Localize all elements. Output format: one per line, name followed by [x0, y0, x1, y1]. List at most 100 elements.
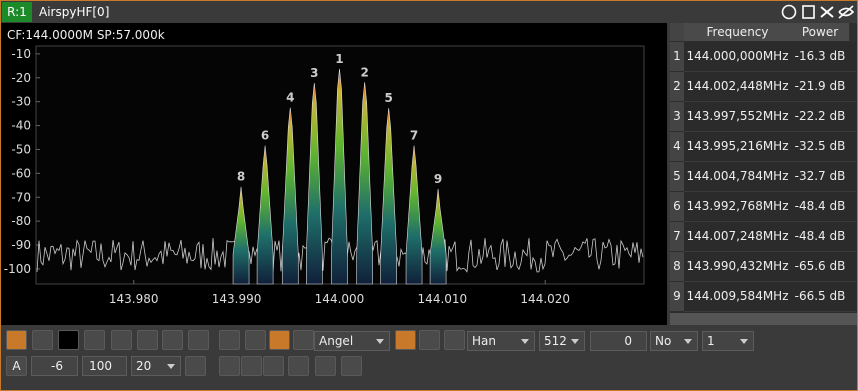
tool-button[interactable]	[188, 330, 209, 350]
tool-button[interactable]	[84, 330, 105, 350]
tool-button[interactable]	[341, 356, 362, 376]
avg-combo[interactable]: No	[650, 331, 698, 351]
spectrum-info: CF:144.0000M SP:57.000k	[7, 28, 165, 42]
peak-label: 9	[434, 172, 442, 186]
range-spin[interactable]: 100	[82, 356, 127, 376]
table-cell: -22.2 dB	[794, 109, 846, 123]
y-tick-label: -80	[11, 214, 31, 228]
table-cell: 143.992,768MHz	[686, 199, 789, 213]
scrollbar[interactable]	[670, 313, 857, 325]
tool-button[interactable]	[395, 330, 416, 350]
peak-label: 7	[410, 129, 418, 143]
row-bg	[684, 102, 856, 132]
tool-button[interactable]	[293, 330, 314, 350]
row-index[interactable]: 1	[670, 42, 684, 71]
tool-button[interactable]	[185, 356, 206, 376]
x-tick-label: 144.000	[315, 292, 365, 306]
row-bg	[684, 132, 856, 162]
tool-button[interactable]	[241, 356, 262, 376]
tool-button[interactable]	[219, 330, 240, 350]
avg-count-combo[interactable]: 1	[702, 331, 754, 351]
tool-button[interactable]	[219, 356, 240, 376]
peak	[232, 186, 250, 285]
peak-label: 1	[335, 52, 343, 66]
table-cell: -21.9 dB	[794, 79, 846, 93]
row-bg	[684, 222, 856, 252]
x-tick-label: 144.020	[520, 292, 570, 306]
table-cell: 144.002,448MHz	[686, 79, 789, 93]
table-corner	[670, 23, 684, 41]
tool-button[interactable]	[419, 330, 440, 350]
row-index[interactable]: 8	[670, 252, 684, 281]
row-bg	[684, 72, 856, 102]
row-bg	[684, 192, 856, 222]
peak	[331, 68, 348, 285]
window-buttons[interactable]	[781, 4, 855, 20]
peak-label: 2	[360, 65, 368, 79]
peak-label: 4	[286, 91, 294, 105]
auto-button[interactable]: A	[6, 356, 27, 376]
table-cell: -66.5 dB	[794, 289, 846, 303]
peak	[380, 108, 398, 285]
y-tick-label: -10	[11, 47, 31, 61]
palette-combo[interactable]: Angel	[314, 331, 390, 351]
peak	[281, 107, 299, 285]
peak-label: 8	[237, 170, 245, 184]
peak	[256, 145, 274, 285]
tool-button[interactable]	[269, 330, 290, 350]
table-cell: 144.004,784MHz	[686, 169, 789, 183]
y-tick-label: -60	[11, 166, 31, 180]
peak	[356, 82, 373, 285]
table-cell: -32.5 dB	[794, 139, 846, 153]
table-cell: -65.6 dB	[794, 259, 846, 273]
tool-button[interactable]	[444, 330, 465, 350]
tool-button[interactable]	[245, 330, 266, 350]
row-index[interactable]: 9	[670, 282, 684, 311]
x-tick-label: 144.010	[418, 292, 468, 306]
row-bg	[684, 162, 856, 192]
row-bg	[684, 42, 856, 72]
tool-button[interactable]	[6, 330, 27, 350]
row-index[interactable]: 2	[670, 72, 684, 101]
table-cell: -48.4 dB	[794, 229, 846, 243]
y-tick-label: -30	[11, 95, 31, 109]
peak-label: 3	[310, 66, 318, 80]
tool-button[interactable]	[288, 356, 309, 376]
peak	[405, 145, 423, 285]
tool-button[interactable]	[111, 330, 132, 350]
y-tick-label: -90	[11, 238, 31, 252]
row-index[interactable]: 4	[670, 132, 684, 161]
table-cell: -16.3 dB	[794, 49, 846, 63]
row-bg	[684, 282, 856, 312]
table-cell: -48.4 dB	[794, 199, 846, 213]
peak-table: Frequency Power 1 144.000,000MHz -16.3 dB 2 14…	[670, 23, 857, 325]
column-header[interactable]: Power	[791, 23, 850, 41]
table-cell: 143.997,552MHz	[686, 109, 789, 123]
y-tick-label: -100	[4, 262, 31, 276]
column-header[interactable]: Frequency	[684, 23, 792, 41]
window-combo[interactable]: Han	[467, 331, 535, 351]
ref-spin[interactable]: -6	[31, 356, 78, 376]
y-tick-label: -20	[11, 71, 31, 85]
badge[interactable]: R:1	[2, 2, 32, 22]
peak-label: 6	[261, 129, 269, 143]
fft-combo[interactable]: 512	[539, 331, 585, 351]
tool-button[interactable]	[162, 330, 183, 350]
tool-button[interactable]	[315, 356, 336, 376]
peak-label: 5	[385, 91, 393, 105]
tool-button[interactable]	[263, 356, 284, 376]
row-index[interactable]: 7	[670, 222, 684, 251]
tool-button[interactable]	[58, 330, 79, 350]
y-tick-label: -70	[11, 190, 31, 204]
table-cell: 144.000,000MHz	[686, 49, 789, 63]
tool-button[interactable]	[137, 330, 158, 350]
row-index[interactable]: 6	[670, 192, 684, 221]
row-index[interactable]: 3	[670, 102, 684, 131]
spectrum: CF:144.0000M SP:57.000k -10 -20 -30 -40 -50 -…	[1, 23, 667, 325]
fps-combo[interactable]: 20	[131, 356, 181, 376]
row-index[interactable]: 5	[670, 162, 684, 191]
overlap-spin[interactable]: 0	[590, 331, 647, 351]
tool-button[interactable]	[32, 330, 53, 350]
x-tick-label: 143.980	[109, 292, 159, 306]
